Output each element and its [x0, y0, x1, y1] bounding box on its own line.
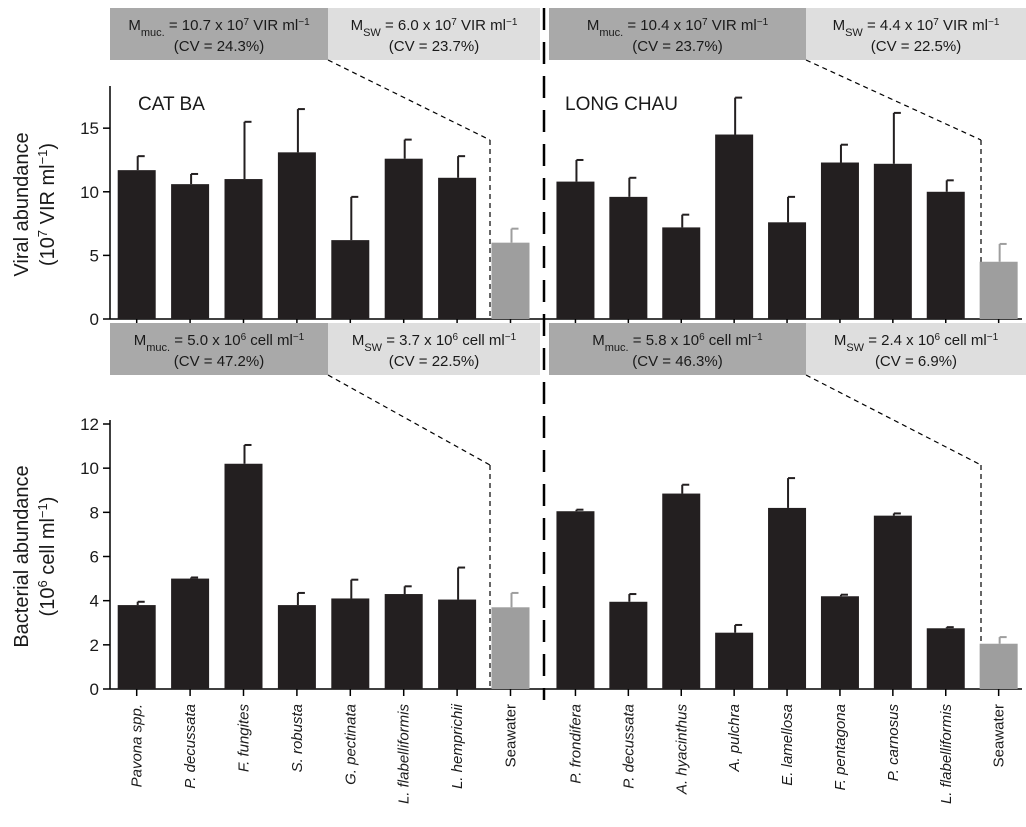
category-label: P. frondifera	[567, 704, 584, 784]
seawater-box-bg	[328, 323, 540, 375]
bar	[873, 515, 912, 689]
y-tick-label: 4	[90, 592, 99, 611]
category-label: P. carnosus	[885, 704, 902, 782]
bar	[609, 601, 648, 689]
bar	[384, 594, 423, 689]
bar	[873, 163, 912, 319]
category-label: F. pentagona	[832, 704, 849, 790]
callout-diagonal	[805, 374, 982, 466]
mucus-box-bg	[549, 323, 806, 375]
category-label: P. decussata	[620, 704, 637, 789]
mucus-box-stat: Mmuc. = 10.7 x 107 VIR ml−1	[128, 17, 310, 40]
bar	[171, 184, 210, 319]
bar	[277, 605, 316, 689]
y-tick-label: 10	[80, 459, 99, 478]
mucus-box-bg	[110, 8, 328, 60]
category-label: G. pectinata	[342, 704, 359, 785]
bar	[438, 599, 477, 689]
bar	[926, 191, 965, 319]
callout-diagonal	[327, 59, 491, 141]
y-tick-label: 5	[90, 246, 99, 265]
bar	[556, 511, 595, 689]
category-label: Pavona spp.	[129, 704, 146, 787]
y-tick-label: 0	[90, 310, 99, 329]
bar	[768, 222, 807, 319]
bar	[331, 598, 370, 689]
mucus-box-bg	[110, 323, 328, 375]
category-label: F. fungites	[236, 704, 253, 773]
bar	[609, 196, 648, 319]
mucus-box-cv: (CV = 46.3%)	[632, 353, 722, 370]
callout-diagonal	[327, 374, 491, 466]
category-label: P. decussata	[182, 704, 199, 789]
mucus-box-cv: (CV = 24.3%)	[174, 38, 264, 55]
bar	[715, 632, 754, 689]
category-label: L. flabelliformis	[938, 704, 955, 805]
bar	[820, 162, 859, 319]
category-label: A. hyacinthus	[673, 704, 690, 796]
bar	[224, 463, 263, 689]
seawater-box-stat: MSW = 6.0 x 107 VIR ml−1	[351, 17, 518, 40]
y-tick-label: 6	[90, 548, 99, 567]
bar	[662, 493, 701, 689]
category-label: Seawater	[503, 704, 520, 767]
mucus-box-stat: Mmuc. = 10.4 x 107 VIR ml−1	[587, 17, 769, 40]
bar-seawater	[979, 643, 1018, 689]
mucus-box-stat: Mmuc. = 5.0 x 106 cell ml−1	[134, 332, 305, 355]
y-tick-label: 2	[90, 636, 99, 655]
seawater-box-stat: MSW = 2.4 x 106 cell ml−1	[834, 332, 999, 355]
seawater-box-bg	[328, 8, 540, 60]
bar	[662, 227, 701, 319]
bar	[438, 177, 477, 319]
y-tick-label: 10	[80, 183, 99, 202]
bar	[117, 170, 156, 319]
bar	[820, 596, 859, 689]
category-label: Seawater	[991, 704, 1008, 767]
y-axis-label: Viral abundance (107 VIR ml−1)	[11, 132, 59, 276]
y-tick-label: 0	[90, 680, 99, 699]
bar	[556, 181, 595, 319]
bar	[384, 158, 423, 319]
seawater-box-cv: (CV = 6.9%)	[875, 353, 957, 370]
site-label: CAT BA	[138, 94, 205, 115]
bar	[715, 134, 754, 319]
seawater-box-bg	[806, 8, 1026, 60]
bar	[224, 179, 263, 319]
y-tick-label: 15	[80, 119, 99, 138]
bar	[926, 628, 965, 689]
category-label: A. pulchra	[726, 704, 743, 773]
bar	[768, 507, 807, 689]
category-label: E. lamellosa	[779, 704, 796, 786]
seawater-box-stat: MSW = 4.4 x 107 VIR ml−1	[833, 17, 1000, 40]
bar-seawater	[491, 242, 530, 319]
seawater-box-stat: MSW = 3.7 x 106 cell ml−1	[352, 332, 517, 355]
seawater-box-cv: (CV = 22.5%)	[389, 353, 479, 370]
seawater-box-cv: (CV = 22.5%)	[871, 38, 961, 55]
site-label: LONG CHAU	[565, 94, 678, 115]
y-tick-label: 8	[90, 503, 99, 522]
category-label: S. robusta	[289, 704, 306, 772]
seawater-box-bg	[806, 323, 1026, 375]
category-label: L. hemprichii	[449, 703, 466, 789]
bar	[117, 605, 156, 689]
bar-seawater	[979, 261, 1018, 319]
mucus-box-bg	[549, 8, 806, 60]
bar	[277, 152, 316, 319]
bar	[171, 578, 210, 689]
y-axis-label: Bacterial abundance (106 cell ml−1)	[11, 465, 59, 647]
mucus-box-stat: Mmuc. = 5.8 x 106 cell ml−1	[592, 332, 763, 355]
bar	[331, 240, 370, 319]
seawater-box-cv: (CV = 23.7%)	[389, 38, 479, 55]
mucus-box-cv: (CV = 23.7%)	[632, 38, 722, 55]
mucus-box-cv: (CV = 47.2%)	[174, 353, 264, 370]
bar-seawater	[491, 607, 530, 689]
category-label: L. flabelliformis	[396, 704, 413, 805]
y-tick-label: 12	[80, 415, 99, 434]
